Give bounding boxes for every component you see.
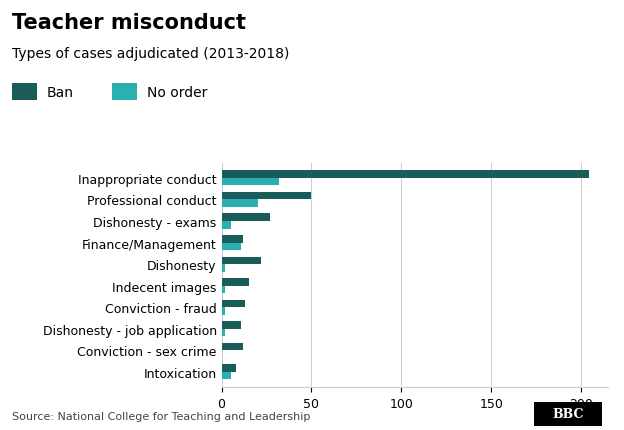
Text: BBC: BBC	[552, 407, 583, 421]
Bar	[222, 372, 230, 379]
Bar	[222, 307, 225, 315]
Bar	[222, 221, 230, 229]
Bar	[222, 343, 243, 350]
Bar	[222, 235, 243, 243]
Text: Source: National College for Teaching and Leadership: Source: National College for Teaching an…	[12, 412, 311, 421]
Bar	[222, 329, 225, 336]
Bar	[222, 171, 588, 178]
Bar	[222, 257, 261, 264]
Bar	[222, 321, 241, 329]
Text: Ban: Ban	[47, 86, 74, 99]
Bar	[222, 286, 225, 293]
Bar	[222, 300, 245, 307]
Bar	[222, 178, 279, 186]
Text: Teacher misconduct: Teacher misconduct	[12, 13, 246, 33]
Bar	[222, 192, 311, 200]
Bar	[222, 243, 241, 250]
Bar	[222, 365, 236, 372]
Bar	[222, 214, 270, 221]
Bar	[222, 200, 258, 207]
Bar	[222, 264, 225, 272]
Text: No order: No order	[147, 86, 207, 99]
Text: Types of cases adjudicated (2013-2018): Types of cases adjudicated (2013-2018)	[12, 47, 290, 61]
Bar	[222, 279, 248, 286]
